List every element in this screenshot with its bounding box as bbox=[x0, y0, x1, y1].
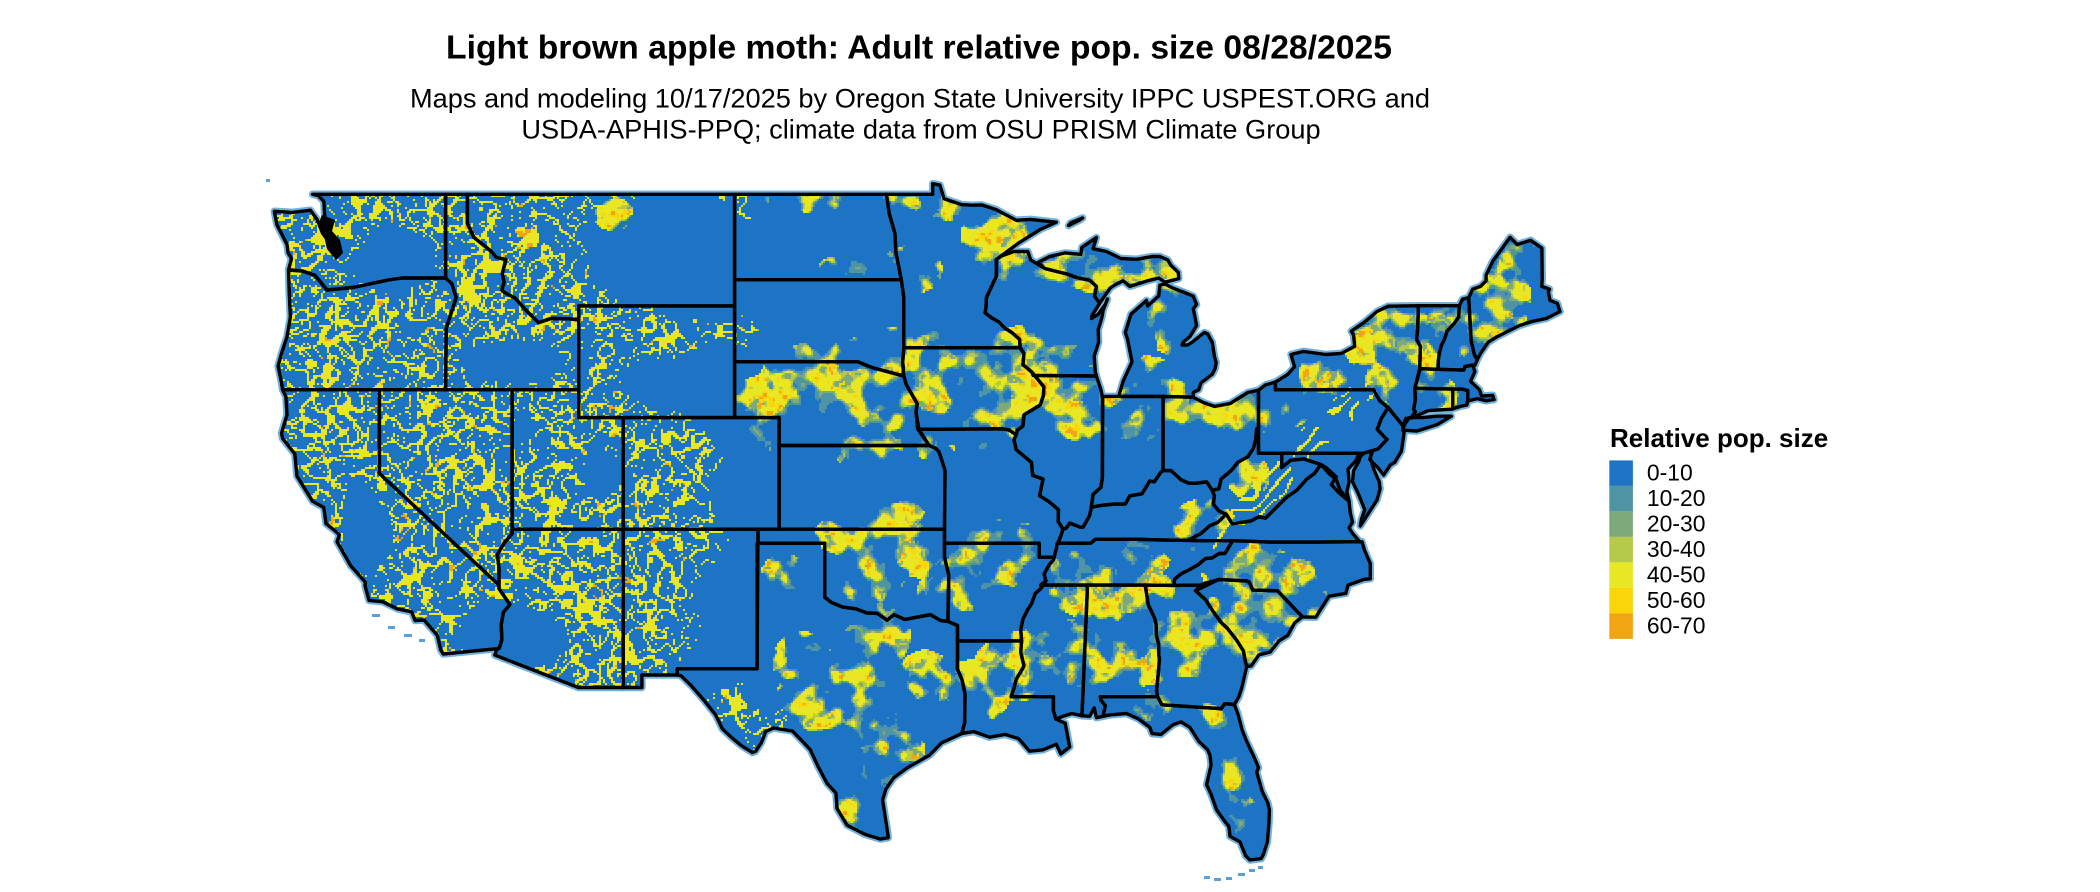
svg-text:Relative pop. size: Relative pop. size bbox=[1610, 423, 1828, 453]
svg-text:Light brown apple moth: Adult: Light brown apple moth: Adult relative p… bbox=[446, 29, 1392, 67]
svg-text:USDA-APHIS-PPQ; climate data f: USDA-APHIS-PPQ; climate data from OSU PR… bbox=[521, 114, 1320, 145]
svg-text:Maps and modeling 10/17/2025 b: Maps and modeling 10/17/2025 by Oregon S… bbox=[410, 83, 1430, 114]
svg-text:10-20: 10-20 bbox=[1647, 485, 1706, 511]
svg-text:50-60: 50-60 bbox=[1647, 587, 1706, 613]
svg-text:0-10: 0-10 bbox=[1647, 459, 1693, 485]
svg-text:20-30: 20-30 bbox=[1647, 510, 1706, 536]
svg-text:30-40: 30-40 bbox=[1647, 536, 1706, 562]
svg-text:60-70: 60-70 bbox=[1647, 612, 1706, 638]
svg-text:40-50: 40-50 bbox=[1647, 561, 1706, 587]
